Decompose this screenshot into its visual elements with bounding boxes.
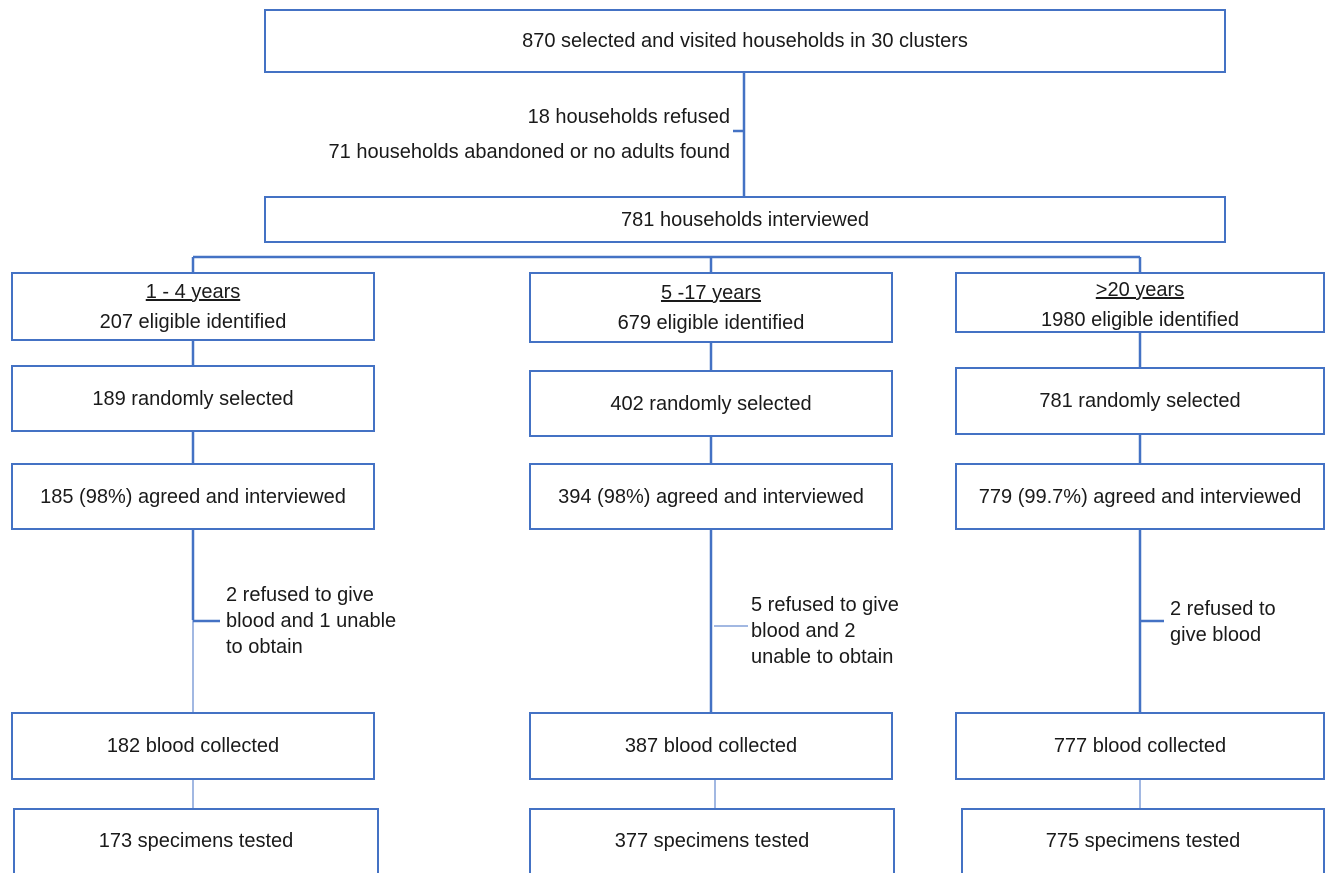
age-1-4-collected-box: 182 blood collected (11, 712, 375, 780)
age-1-4-selected-box: 189 randomly selected (11, 365, 375, 432)
age-20-plus-exclusion-line-1: 2 refused to (1170, 598, 1276, 620)
age-5-17-heading: 5 -17 years (660, 281, 762, 304)
age-1-4-agreed-text: 185 (98%) agreed and interviewed (40, 485, 346, 508)
age-5-17-agreed-box: 394 (98%) agreed and interviewed (529, 463, 893, 530)
age-20-plus-agreed-box: 779 (99.7%) agreed and interviewed (955, 463, 1325, 530)
age-20-plus-collected-box: 777 blood collected (955, 712, 1325, 780)
age-1-4-exclusion-note: 2 refused to give blood and 1 unable to … (226, 582, 396, 660)
age-1-4-collected-text: 182 blood collected (106, 735, 280, 757)
age-20-plus-exclusion-note: 2 refused to give blood (1170, 596, 1276, 648)
age-1-4-exclusion-line-3: to obtain (226, 636, 303, 658)
age-20-plus-exclusion-line-2: give blood (1170, 624, 1262, 646)
age-1-4-eligible-text: 207 eligible identified (99, 310, 287, 333)
age-20-plus-eligible-box: >20 years 1980 eligible identified (955, 272, 1325, 333)
age-20-plus-heading: >20 years (1095, 279, 1185, 301)
age-20-plus-selected-text: 781 randomly selected (1039, 390, 1241, 412)
age-1-4-selected-text: 189 randomly selected (92, 388, 294, 410)
age-1-4-heading: 1 - 4 years (145, 280, 241, 303)
age-20-plus-selected-box: 781 randomly selected (955, 367, 1325, 435)
age-5-17-tested-text: 377 specimens tested (614, 830, 810, 852)
visited-households-text: 870 selected and visited households in 3… (522, 30, 968, 52)
age-1-4-exclusion-line-2: blood and 1 unable (226, 610, 397, 632)
age-5-17-exclusion-line-3: unable to obtain (751, 646, 894, 668)
age-1-4-tested-text: 173 specimens tested (98, 830, 294, 852)
age-5-17-eligible-text: 679 eligible identified (617, 311, 805, 334)
age-1-4-tested-box: 173 specimens tested (13, 808, 379, 873)
age-1-4-eligible-box: 1 - 4 years 207 eligible identified (11, 272, 375, 341)
interviewed-households-text: 781 households interviewed (621, 208, 869, 231)
refused-households-note: 18 households refused (527, 106, 730, 128)
age-5-17-exclusion-note: 5 refused to give blood and 2 unable to … (751, 592, 899, 670)
abandoned-households-note: 71 households abandoned or no adults fou… (328, 141, 730, 163)
age-1-4-exclusion-line-1: 2 refused to give (226, 584, 374, 606)
age-5-17-eligible-box: 5 -17 years 679 eligible identified (529, 272, 893, 343)
age-1-4-agreed-box: 185 (98%) agreed and interviewed (11, 463, 375, 530)
age-5-17-agreed-text: 394 (98%) agreed and interviewed (558, 485, 864, 508)
age-20-plus-eligible-text: 1980 eligible identified (1041, 309, 1239, 331)
age-20-plus-tested-text: 775 specimens tested (1045, 830, 1241, 852)
age-20-plus-collected-text: 777 blood collected (1053, 735, 1227, 757)
age-5-17-exclusion-line-2: blood and 2 (751, 620, 856, 642)
age-5-17-selected-text: 402 randomly selected (610, 392, 812, 415)
age-5-17-collected-text: 387 blood collected (624, 735, 798, 757)
age-5-17-exclusion-line-1: 5 refused to give (751, 594, 899, 616)
age-5-17-selected-box: 402 randomly selected (529, 370, 893, 437)
interviewed-households-box: 781 households interviewed (264, 196, 1226, 243)
age-5-17-tested-box: 377 specimens tested (529, 808, 895, 873)
age-20-plus-tested-box: 775 specimens tested (961, 808, 1325, 873)
age-20-plus-agreed-text: 779 (99.7%) agreed and interviewed (978, 485, 1302, 508)
age-5-17-collected-box: 387 blood collected (529, 712, 893, 780)
visited-households-box: 870 selected and visited households in 3… (264, 9, 1226, 73)
